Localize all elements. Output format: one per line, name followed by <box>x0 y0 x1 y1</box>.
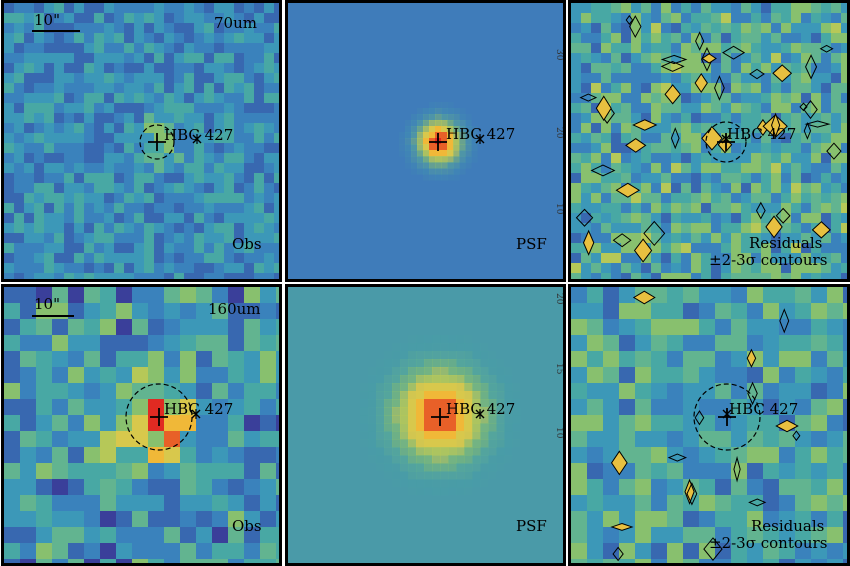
panel-160um-obs: 10" 160um HBC 427 Obs <box>1 284 282 566</box>
axis-tick: 10 <box>554 203 564 215</box>
panel-label-obs: Obs <box>232 235 262 253</box>
panel-160um-psf: 20 15 10 HBC 427 PSF <box>285 284 566 566</box>
contours-label: ±2-3σ contours <box>709 251 828 269</box>
scale-bar-label: 10" <box>34 295 60 313</box>
panel-70um-obs: 10" 70um HBC 427 Obs <box>1 0 282 282</box>
axis-tick: 20 <box>554 127 564 139</box>
band-label: 160um <box>208 300 261 318</box>
panel-70um-psf: 30 20 10 HBC 427 PSF <box>285 0 566 282</box>
axis-tick: 20 <box>554 293 564 305</box>
panel-160um-residuals: HBC 427 Residuals ±2-3σ contours <box>568 284 850 566</box>
panel-70um-residuals: HBC 427 Residuals ±2-3σ contours <box>568 0 850 282</box>
res-70-map <box>571 3 847 279</box>
axis-tick: 15 <box>554 363 564 375</box>
scale-bar <box>32 30 80 32</box>
panel-label-obs: Obs <box>232 517 262 535</box>
axis-tick: 30 <box>554 49 564 61</box>
res-160-map <box>571 287 847 563</box>
source-label: HBC 427 <box>164 126 234 144</box>
obs-160-map <box>4 287 279 563</box>
psf-70-map <box>288 3 563 279</box>
source-label: HBC 427 <box>727 125 797 143</box>
axis-tick: 10 <box>554 427 564 439</box>
source-label: HBC 427 <box>446 125 516 143</box>
source-label: HBC 427 <box>164 400 234 418</box>
panel-label-psf: PSF <box>516 235 547 253</box>
residuals-label: Residuals <box>749 234 823 252</box>
scale-bar <box>32 315 74 317</box>
band-label: 70um <box>214 14 257 32</box>
residuals-label: Residuals <box>751 517 825 535</box>
scale-bar-label: 10" <box>34 11 60 29</box>
source-label: HBC 427 <box>729 400 799 418</box>
obs-70-map <box>4 3 279 279</box>
panel-label-psf: PSF <box>516 517 547 535</box>
source-label: HBC 427 <box>446 400 516 418</box>
psf-160-map <box>288 287 563 563</box>
contours-label: ±2-3σ contours <box>709 534 828 552</box>
